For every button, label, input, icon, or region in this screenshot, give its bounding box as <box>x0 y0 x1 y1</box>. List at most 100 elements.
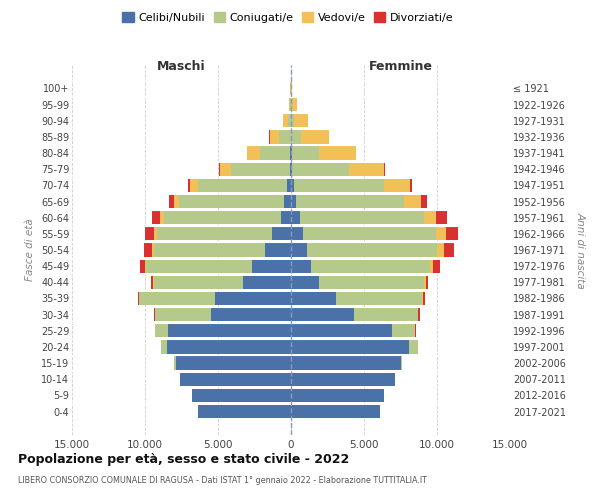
Bar <box>190 179 198 192</box>
Bar <box>291 340 409 353</box>
Bar <box>155 308 211 321</box>
Bar <box>291 389 385 402</box>
Bar <box>433 260 440 273</box>
Bar <box>423 292 425 305</box>
Bar <box>291 244 307 256</box>
Bar <box>301 130 329 143</box>
Bar <box>291 211 300 224</box>
Bar <box>283 114 287 128</box>
Bar <box>290 98 291 111</box>
Bar <box>444 244 454 256</box>
Bar <box>319 276 424 289</box>
Bar <box>290 146 291 160</box>
Bar <box>304 227 436 240</box>
Bar <box>319 146 356 160</box>
Bar <box>139 292 215 305</box>
Bar <box>251 260 291 273</box>
Bar <box>436 211 447 224</box>
Bar <box>152 211 160 224</box>
Bar <box>404 195 421 208</box>
Text: Popolazione per età, sesso e stato civile - 2022: Popolazione per età, sesso e stato civil… <box>18 452 349 466</box>
Bar <box>197 405 291 418</box>
Bar <box>290 162 291 176</box>
Bar <box>269 130 279 143</box>
Bar <box>436 227 446 240</box>
Bar <box>180 372 291 386</box>
Bar <box>291 227 304 240</box>
Bar <box>198 179 287 192</box>
Bar <box>292 162 349 176</box>
Bar <box>291 98 292 111</box>
Bar <box>354 308 418 321</box>
Bar <box>174 195 179 208</box>
Bar <box>145 244 152 256</box>
Bar <box>211 308 291 321</box>
Bar <box>220 162 231 176</box>
Bar <box>154 308 155 321</box>
Bar <box>409 340 418 353</box>
Bar <box>289 98 290 111</box>
Bar <box>291 260 311 273</box>
Bar <box>425 276 428 289</box>
Bar <box>291 308 354 321</box>
Bar <box>153 276 154 289</box>
Bar <box>179 195 284 208</box>
Bar <box>291 405 380 418</box>
Bar <box>291 82 292 95</box>
Bar <box>291 356 401 370</box>
Bar <box>157 227 272 240</box>
Bar <box>175 356 176 370</box>
Bar <box>140 260 145 273</box>
Bar <box>287 114 291 128</box>
Bar <box>291 114 294 128</box>
Bar <box>311 260 430 273</box>
Bar <box>260 146 290 160</box>
Bar <box>169 195 174 208</box>
Bar <box>291 324 392 338</box>
Bar <box>424 276 425 289</box>
Bar <box>437 244 444 256</box>
Bar <box>292 146 319 160</box>
Bar <box>291 195 296 208</box>
Bar <box>243 276 291 289</box>
Bar <box>145 260 146 273</box>
Bar <box>296 195 404 208</box>
Bar <box>151 276 153 289</box>
Bar <box>287 179 291 192</box>
Bar <box>291 130 301 143</box>
Bar <box>265 244 291 256</box>
Bar <box>231 162 290 176</box>
Bar <box>291 292 336 305</box>
Bar <box>154 244 265 256</box>
Bar <box>161 340 167 353</box>
Bar <box>279 130 291 143</box>
Bar <box>155 324 169 338</box>
Bar <box>294 114 308 128</box>
Bar <box>160 211 164 224</box>
Bar <box>247 146 260 160</box>
Bar <box>421 195 427 208</box>
Bar <box>349 162 384 176</box>
Bar <box>192 389 291 402</box>
Bar <box>164 211 281 224</box>
Bar <box>384 162 385 176</box>
Bar <box>154 276 243 289</box>
Bar <box>291 372 395 386</box>
Bar <box>424 211 436 224</box>
Bar <box>410 179 412 192</box>
Bar <box>154 227 157 240</box>
Bar <box>176 356 291 370</box>
Bar <box>292 98 297 111</box>
Bar <box>336 292 422 305</box>
Bar <box>307 244 437 256</box>
Bar <box>145 227 154 240</box>
Bar <box>422 292 423 305</box>
Bar <box>167 340 291 353</box>
Bar <box>418 308 420 321</box>
Bar <box>169 324 291 338</box>
Bar <box>446 227 458 240</box>
Text: Maschi: Maschi <box>157 60 206 73</box>
Y-axis label: Anni di nascita: Anni di nascita <box>575 212 585 288</box>
Bar <box>215 292 291 305</box>
Bar <box>291 162 292 176</box>
